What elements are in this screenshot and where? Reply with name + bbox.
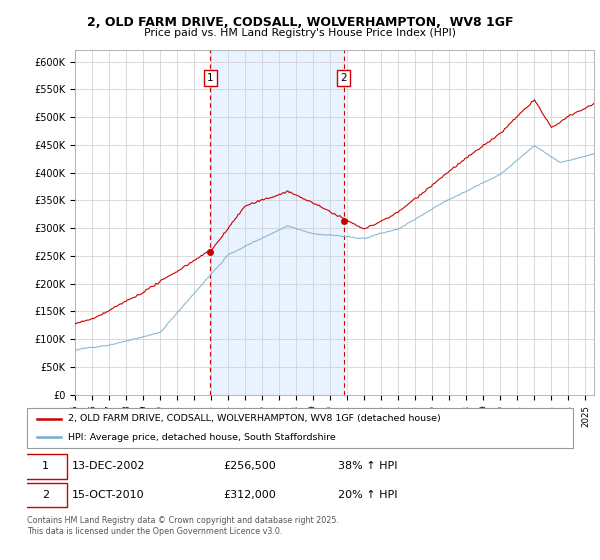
Text: 2, OLD FARM DRIVE, CODSALL, WOLVERHAMPTON,  WV8 1GF: 2, OLD FARM DRIVE, CODSALL, WOLVERHAMPTO… bbox=[87, 16, 513, 29]
Text: 13-DEC-2002: 13-DEC-2002 bbox=[72, 461, 145, 472]
Text: 2, OLD FARM DRIVE, CODSALL, WOLVERHAMPTON, WV8 1GF (detached house): 2, OLD FARM DRIVE, CODSALL, WOLVERHAMPTO… bbox=[68, 414, 440, 423]
FancyBboxPatch shape bbox=[24, 483, 67, 507]
Text: 1: 1 bbox=[207, 73, 214, 83]
Text: £256,500: £256,500 bbox=[224, 461, 277, 472]
Text: Price paid vs. HM Land Registry's House Price Index (HPI): Price paid vs. HM Land Registry's House … bbox=[144, 28, 456, 38]
FancyBboxPatch shape bbox=[24, 454, 67, 479]
Text: Contains HM Land Registry data © Crown copyright and database right 2025.
This d: Contains HM Land Registry data © Crown c… bbox=[27, 516, 339, 536]
Text: 38% ↑ HPI: 38% ↑ HPI bbox=[338, 461, 398, 472]
Text: 2: 2 bbox=[42, 490, 49, 500]
Bar bbox=[210, 50, 344, 395]
Text: HPI: Average price, detached house, South Staffordshire: HPI: Average price, detached house, Sout… bbox=[68, 433, 336, 442]
Text: 1: 1 bbox=[42, 461, 49, 472]
Text: £312,000: £312,000 bbox=[224, 490, 277, 500]
Text: 15-OCT-2010: 15-OCT-2010 bbox=[72, 490, 145, 500]
FancyBboxPatch shape bbox=[27, 408, 573, 448]
Text: 20% ↑ HPI: 20% ↑ HPI bbox=[338, 490, 398, 500]
Text: 2: 2 bbox=[340, 73, 347, 83]
